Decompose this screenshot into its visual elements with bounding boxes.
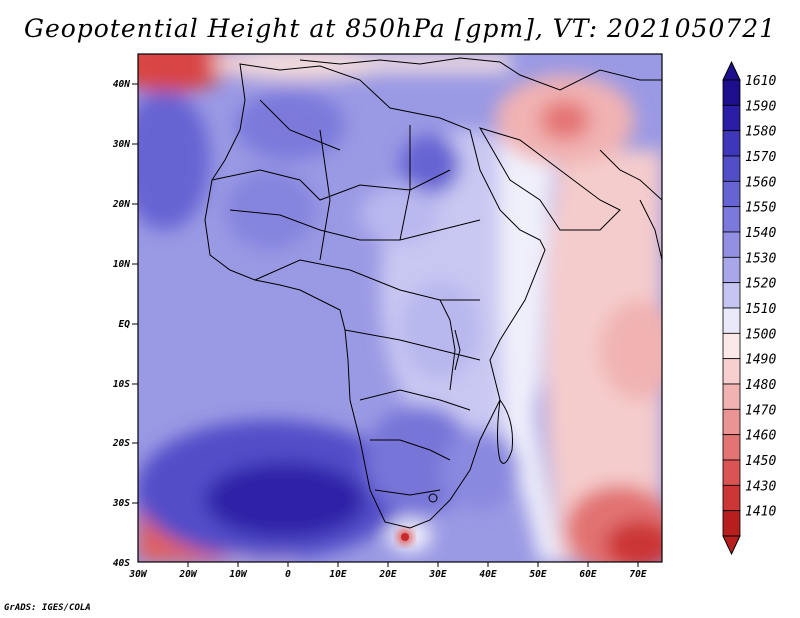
colorbar-swatch [722, 180, 741, 208]
colorbar-swatch [722, 383, 741, 410]
colorbar-label: 1480 [745, 378, 776, 393]
colorbar-swatch [722, 206, 741, 233]
colorbar-swatch [722, 434, 741, 461]
lon-label-60e: 60E [579, 569, 596, 580]
colorbar-swatch [722, 79, 741, 106]
colorbar-label: 1500 [745, 327, 776, 342]
colorbar-swatch [722, 358, 741, 385]
plot-frame [137, 53, 663, 563]
colorbar-swatch [722, 282, 741, 309]
colorbar-swatch [722, 484, 741, 512]
colorbar-arrow-bottom [722, 535, 741, 556]
colorbar: 1610 1590 1580 1570 1560 1550 1540 1530 1520 1510… [722, 60, 776, 556]
colorbar-label: 1590 [745, 99, 776, 114]
colorbar-swatch [722, 459, 741, 486]
colorbar-swatch [722, 332, 741, 360]
lat-axis: 40N 30N 20N 10N EQ 10S 20S 30S 40S [112, 79, 138, 569]
lat-label-40s: 40S [113, 558, 130, 569]
colorbar-swatch [722, 307, 741, 334]
lon-label-20e: 20E [378, 569, 396, 580]
colorbar-label: 1490 [745, 353, 776, 368]
lat-label-30n: 30N [112, 139, 130, 150]
colorbar-label: 1430 [745, 479, 776, 494]
lat-label-10n: 10N [113, 259, 130, 270]
colorbar-swatch [722, 231, 741, 258]
lat-label-10s: 10S [113, 379, 130, 390]
lon-label-30w: 30W [128, 569, 147, 580]
colorbar-label: 1580 [745, 125, 776, 140]
colorbar-label: 1460 [745, 429, 776, 444]
lat-label-30s: 30S [112, 498, 130, 509]
colorbar-label: 1560 [745, 175, 776, 190]
colorbar-swatch [722, 130, 741, 157]
colorbar-swatch [722, 256, 741, 284]
colorbar-label: 1610 [745, 74, 776, 89]
lon-label-10w: 10W [229, 569, 247, 580]
colorbar-label: 1470 [745, 403, 776, 418]
colorbar-label: 1410 [745, 505, 776, 520]
colorbar-swatch [722, 155, 741, 182]
colorbar-label: 1510 [745, 302, 776, 317]
lat-label-20s: 20S [112, 438, 130, 449]
lat-label-20n: 20N [112, 199, 130, 210]
lon-label-0: 0 [285, 569, 291, 580]
lon-axis: 30W 20W 10W 0 10E 20E 30E 40E 50E 60E 70… [128, 562, 647, 580]
colorbar-swatch [722, 510, 741, 537]
lon-label-70e: 70E [629, 569, 646, 580]
coastlines [204, 57, 662, 529]
map-title: Geopotential Height at 850hPa [gpm], VT:… [23, 14, 777, 43]
lon-label-30e: 30E [428, 569, 446, 580]
lat-label-eq: EQ [119, 319, 131, 330]
colorbar-label: 1450 [745, 454, 776, 469]
colorbar-swatch [722, 104, 741, 132]
colorbar-label: 1570 [745, 150, 776, 165]
lon-label-50e: 50E [529, 569, 546, 580]
grads-credit: GrADS: IGES/COLA [4, 603, 91, 613]
colorbar-arrow-top [722, 60, 741, 81]
lon-label-20w: 20W [178, 569, 197, 580]
colorbar-label: 1530 [745, 251, 776, 266]
colorbar-label: 1540 [745, 226, 776, 241]
lon-label-40e: 40E [479, 569, 496, 580]
colorbar-swatch [722, 408, 741, 436]
lat-label-40n: 40N [113, 79, 130, 90]
lon-label-10e: 10E [329, 569, 346, 580]
colorbar-label: 1550 [745, 201, 776, 216]
height-field [138, 54, 662, 562]
colorbar-label: 1520 [745, 277, 776, 292]
